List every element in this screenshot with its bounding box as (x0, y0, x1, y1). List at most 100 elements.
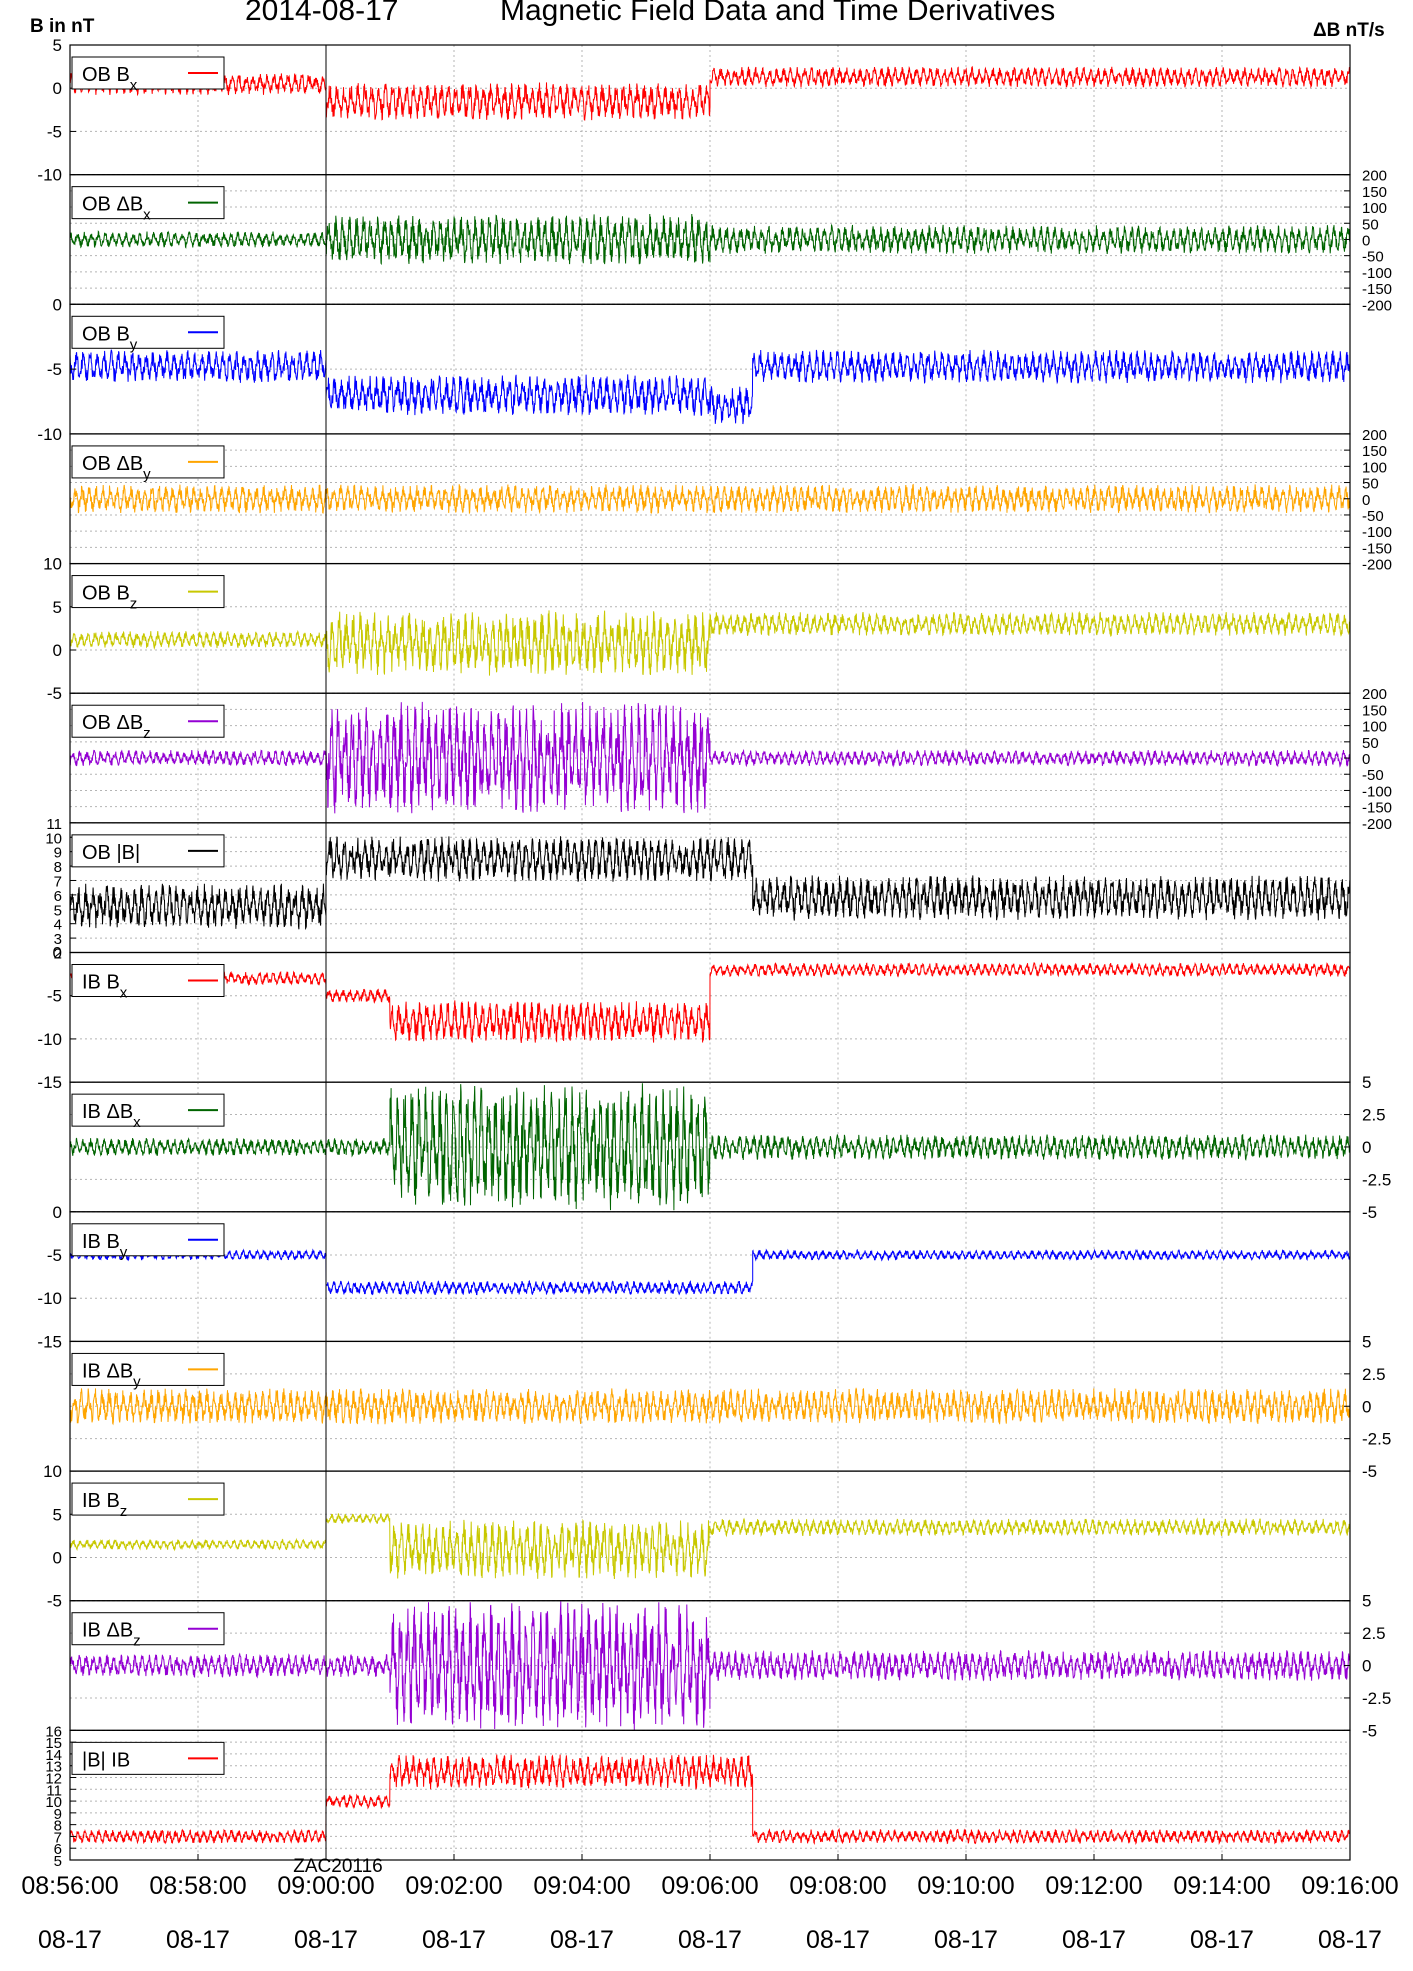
event-marker: ZAC20116 (293, 45, 383, 1877)
legend-label: IB Bz (82, 1490, 127, 1520)
x-tick-time: 09:02:00 (405, 1872, 502, 1900)
legend-9: IB ΔBx (71, 1093, 225, 1131)
y-tick-label: 0 (1362, 492, 1370, 509)
y-tick-label: -150 (1362, 540, 1392, 557)
y-tick-label: -15 (37, 1073, 62, 1092)
panel-1: 5 0 -5 -10 OB Bx (37, 36, 1351, 185)
event-marker-label: ZAC20116 (293, 1856, 382, 1877)
y-tick-label: 3 (54, 931, 62, 948)
x-tick-date: 08-17 (38, 1926, 102, 1954)
panel-5: 10 5 0 -5 OB Bz (43, 555, 1351, 703)
y-tick-label: -50 (1362, 767, 1384, 784)
y-tick-label: 200 (1362, 168, 1387, 185)
x-tick-date: 08-17 (422, 1926, 486, 1954)
y-tick-label: -200 (1362, 816, 1392, 833)
y-tick-label: 12 (45, 1771, 62, 1788)
y-tick-label: 100 (1362, 200, 1387, 217)
series-line-5 (69, 610, 1351, 676)
legend-7: OB |B| (71, 834, 225, 868)
y-tick-label: 0 (1362, 1657, 1371, 1676)
y-tick-label: 200 (1362, 427, 1387, 444)
chart-title: Magnetic Field Data and Time Derivatives (500, 0, 1055, 27)
y-tick-label: 6 (54, 888, 62, 905)
y-tick-label: 200 (1362, 686, 1387, 703)
series-line-8 (69, 961, 1351, 1043)
y-tick-label: -2.5 (1362, 1170, 1391, 1189)
y-tick-label: 15 (45, 1735, 62, 1752)
series-line-6 (69, 701, 1351, 814)
legend-4: OB ΔBy (71, 445, 225, 482)
series-line-13 (69, 1601, 1351, 1730)
y-tick-label: 100 (1362, 459, 1387, 476)
x-tick-time: 09:14:00 (1173, 1872, 1270, 1900)
series-line-2 (69, 213, 1351, 266)
y-tick-label: 2 (54, 946, 62, 963)
x-tick-date: 08-17 (166, 1926, 230, 1954)
y-tick-label: 0 (1362, 232, 1370, 249)
series-line-11 (69, 1387, 1351, 1426)
y-tick-label: -10 (37, 166, 62, 185)
y-tick-label: -5 (1362, 1462, 1377, 1481)
y-tick-label: 0 (1362, 1138, 1371, 1157)
y-tick-label: -100 (1362, 783, 1392, 800)
legend-3: OB By (71, 315, 225, 353)
y-tick-label: 0 (1362, 1397, 1371, 1416)
x-tick-time: 09:16:00 (1301, 1872, 1398, 1900)
y-tick-label: -200 (1362, 297, 1392, 314)
x-tick-date: 08-17 (1318, 1926, 1382, 1954)
y-tick-label: -5 (1362, 1721, 1377, 1740)
legend-label: |B| IB (82, 1749, 130, 1771)
y-tick-label: 9 (54, 1806, 62, 1823)
y-tick-label: -5 (47, 122, 62, 141)
legend-label: OB ΔBx (82, 194, 151, 224)
legend-label: OB Bz (82, 583, 137, 613)
legend-6: OB ΔBz (71, 704, 225, 742)
y-tick-label: 0 (53, 944, 62, 963)
y-tick-label: -15 (37, 1332, 62, 1351)
y-tick-label: 5 (1362, 1332, 1371, 1351)
legend-14: |B| IB (71, 1741, 225, 1775)
y-tick-label: -5 (47, 1592, 62, 1611)
panel-13: 5 2.5 0 -2.5 -5 IB ΔBz (69, 1592, 1391, 1740)
legend-10: IB By (71, 1223, 225, 1260)
y-tick-label: -5 (1362, 1203, 1377, 1222)
y-tick-label: 9 (54, 845, 62, 862)
y-tick-label: 0 (53, 641, 62, 660)
legend-8: IB Bx (71, 964, 225, 1001)
y-tick-label: 5 (53, 36, 62, 55)
y-tick-label: -5 (47, 1246, 62, 1265)
legend-2: OB ΔBx (71, 186, 225, 224)
legend-label: OB By (82, 323, 138, 353)
y-tick-label: 14 (45, 1747, 62, 1764)
y-tick-label: 10 (43, 555, 62, 574)
legend-label: OB Bx (82, 64, 138, 94)
x-tick-time: 09:04:00 (533, 1872, 630, 1900)
x-tick-time: 08:56:00 (21, 1872, 118, 1900)
y-tick-label: 13 (45, 1759, 62, 1776)
series-line-10 (69, 1248, 1351, 1296)
y-tick-label: 50 (1362, 476, 1379, 493)
series-line-12 (69, 1513, 1351, 1580)
legend-label: IB ΔBz (82, 1620, 141, 1650)
y-tick-label: 5 (54, 1853, 62, 1870)
y-tick-label: 5 (53, 598, 62, 617)
y-tick-label: -10 (37, 1289, 62, 1308)
x-tick-date: 08-17 (934, 1926, 998, 1954)
y-tick-label: 5 (1362, 1592, 1371, 1611)
legend-1: OB Bx (71, 56, 225, 94)
legend-label: OB ΔBz (82, 712, 151, 742)
panel-11: 5 2.5 0 -2.5 -5 IB ΔBy (69, 1332, 1391, 1481)
x-tick-time: 09:12:00 (1045, 1872, 1142, 1900)
y-tick-label: 0 (53, 1549, 62, 1568)
legend-label: IB ΔBx (82, 1101, 141, 1131)
y-tick-label: 7 (54, 1829, 62, 1846)
left-axis-unit: B in nT (30, 16, 95, 37)
series-line-4 (69, 483, 1351, 515)
panel-3: 0 -5 -10 OB By (37, 295, 1351, 444)
y-tick-label: 5 (54, 902, 62, 919)
